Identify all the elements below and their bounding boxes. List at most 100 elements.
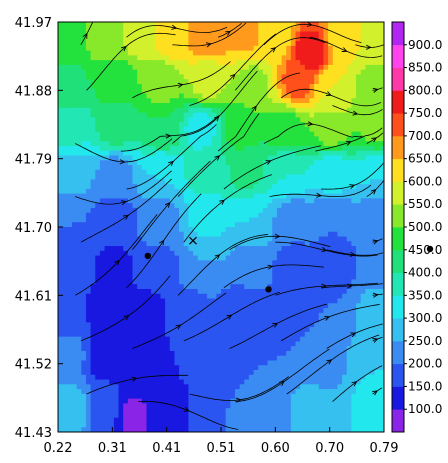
heatmap-cell bbox=[109, 136, 115, 142]
heatmap-cell bbox=[113, 64, 120, 71]
heatmap-cell bbox=[323, 274, 329, 281]
heatmap-cell bbox=[365, 88, 371, 95]
heatmap-cell bbox=[211, 327, 217, 333]
heatmap-cell bbox=[328, 69, 334, 76]
heatmap-cell bbox=[58, 41, 64, 47]
heatmap-cell bbox=[193, 160, 199, 166]
heatmap-cell bbox=[300, 207, 306, 214]
heatmap-cell bbox=[169, 203, 176, 209]
heatmap-cell bbox=[165, 169, 171, 176]
heatmap-cell bbox=[104, 64, 110, 71]
heatmap-cell bbox=[174, 41, 180, 47]
heatmap-cell bbox=[262, 31, 269, 37]
heatmap-cell bbox=[221, 236, 227, 242]
heatmap-cell bbox=[267, 203, 273, 209]
heatmap-cell bbox=[248, 155, 255, 161]
heatmap-cell bbox=[262, 284, 269, 290]
heatmap-cell bbox=[351, 88, 357, 95]
heatmap-cell bbox=[165, 150, 171, 157]
heatmap-cell bbox=[295, 165, 301, 171]
heatmap-cell bbox=[356, 312, 362, 319]
heatmap-cell bbox=[62, 88, 68, 95]
heatmap-cell bbox=[90, 241, 96, 247]
heatmap-cell bbox=[332, 136, 339, 142]
heatmap-cell bbox=[346, 255, 352, 261]
heatmap-cell bbox=[351, 93, 357, 99]
heatmap-cell bbox=[346, 83, 352, 90]
heatmap-cell bbox=[281, 227, 287, 233]
heatmap-cell bbox=[379, 346, 384, 352]
heatmap-cell bbox=[160, 117, 166, 123]
heatmap-cell bbox=[225, 122, 231, 128]
heatmap-cell bbox=[146, 274, 152, 281]
heatmap-cell bbox=[127, 308, 134, 314]
heatmap-cell bbox=[262, 26, 269, 33]
heatmap-cell bbox=[230, 55, 236, 61]
heatmap-cell bbox=[76, 88, 82, 95]
heatmap-cell bbox=[258, 203, 264, 209]
heatmap-cell bbox=[253, 179, 259, 185]
heatmap-cell bbox=[67, 231, 73, 238]
heatmap-cell bbox=[118, 41, 124, 47]
heatmap-cell bbox=[244, 174, 250, 180]
heatmap-cell bbox=[286, 227, 292, 233]
heatmap-cell bbox=[71, 360, 78, 366]
heatmap-cell bbox=[365, 231, 371, 238]
heatmap-cell bbox=[281, 308, 287, 314]
heatmap-cell bbox=[337, 255, 343, 261]
heatmap-cell bbox=[183, 74, 189, 80]
heatmap-cell bbox=[304, 60, 311, 66]
heatmap-cell bbox=[113, 288, 120, 295]
heatmap-cell bbox=[151, 155, 157, 161]
heatmap-cell bbox=[351, 336, 357, 343]
heatmap-cell bbox=[230, 227, 236, 233]
heatmap-cell bbox=[155, 346, 162, 352]
heatmap-cell bbox=[99, 288, 106, 295]
heatmap-cell bbox=[174, 312, 180, 319]
heatmap-cell bbox=[244, 350, 250, 357]
heatmap-cell bbox=[374, 36, 380, 42]
heatmap-cell bbox=[379, 141, 384, 147]
heatmap-cell bbox=[318, 122, 325, 128]
heatmap-cell bbox=[328, 55, 334, 61]
heatmap-cell bbox=[137, 83, 143, 90]
heatmap-cell bbox=[174, 198, 180, 204]
heatmap-cell bbox=[90, 131, 96, 138]
heatmap-cell bbox=[309, 103, 315, 109]
heatmap-cell bbox=[90, 227, 96, 233]
heatmap-cell bbox=[346, 79, 352, 85]
heatmap-cell bbox=[81, 64, 87, 71]
heatmap-cell bbox=[328, 308, 334, 314]
heatmap-cell bbox=[253, 36, 259, 42]
heatmap-cell bbox=[300, 145, 306, 152]
heatmap-cell bbox=[272, 165, 278, 171]
heatmap-cell bbox=[309, 155, 315, 161]
heatmap-cell bbox=[151, 293, 157, 300]
heatmap-cell bbox=[328, 155, 334, 161]
heatmap-cell bbox=[374, 331, 380, 338]
heatmap-cell bbox=[95, 93, 101, 99]
heatmap-cell bbox=[230, 88, 236, 95]
heatmap-cell bbox=[132, 136, 138, 142]
heatmap-cell bbox=[309, 184, 315, 190]
heatmap-cell bbox=[202, 331, 208, 338]
heatmap-cell bbox=[304, 341, 311, 347]
heatmap-cell bbox=[211, 212, 217, 219]
heatmap-cell bbox=[309, 207, 315, 214]
heatmap-cell bbox=[137, 103, 143, 109]
heatmap-cell bbox=[295, 346, 301, 352]
heatmap-cell bbox=[146, 50, 152, 56]
heatmap-cell bbox=[81, 250, 87, 257]
heatmap-cell bbox=[160, 74, 166, 80]
heatmap-cell bbox=[90, 64, 96, 71]
heatmap-cell bbox=[76, 336, 82, 343]
heatmap-cell bbox=[207, 255, 213, 261]
heatmap-cell bbox=[141, 198, 148, 204]
heatmap-cell bbox=[76, 165, 82, 171]
heatmap-cell bbox=[137, 179, 143, 185]
heatmap-cell bbox=[151, 265, 157, 271]
heatmap-cell bbox=[81, 45, 87, 52]
heatmap-cell bbox=[244, 36, 250, 42]
heatmap-cell bbox=[300, 217, 306, 223]
heatmap-cell bbox=[137, 26, 143, 33]
